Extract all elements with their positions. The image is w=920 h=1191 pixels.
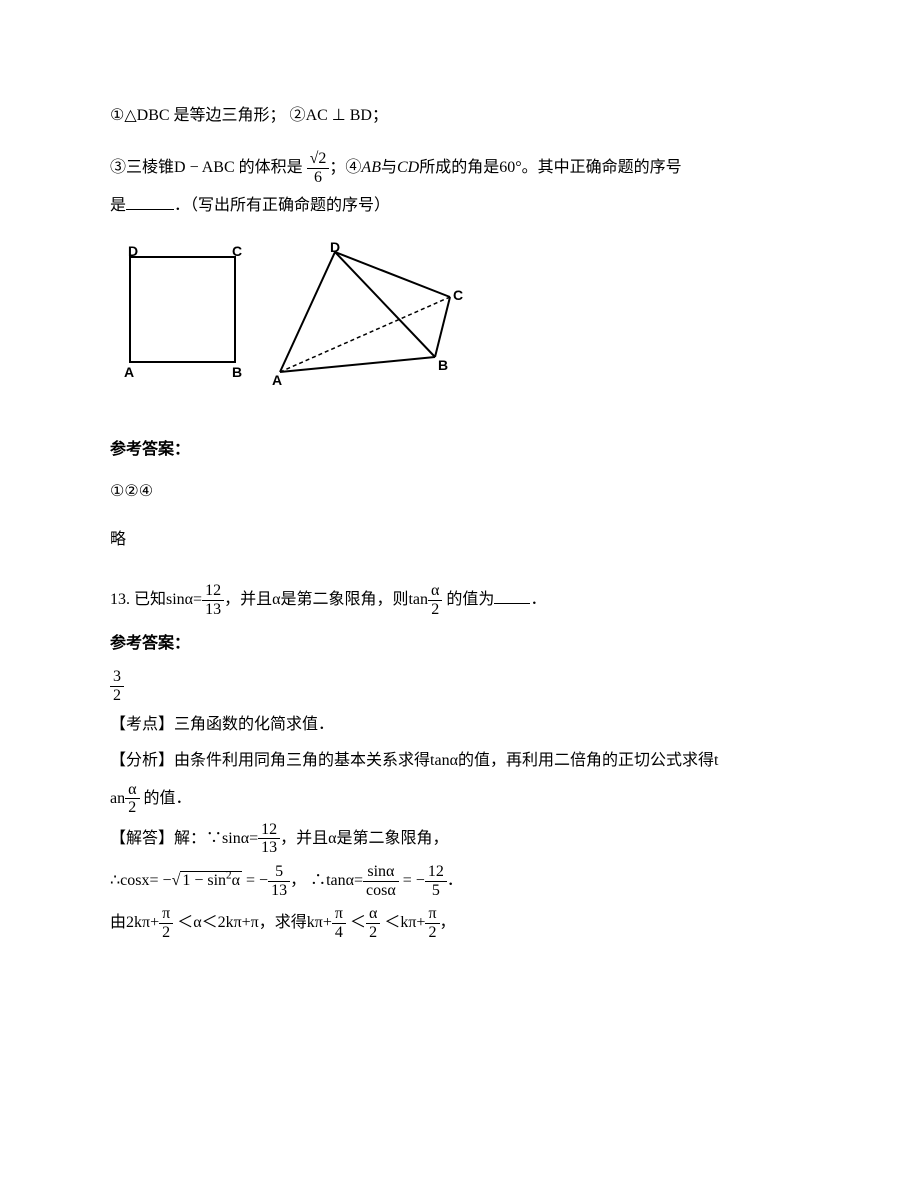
- tetrahedron-figure: A B C D: [272, 242, 463, 388]
- jieda-2: ∴cosx= −√1 − sin2α = −513， ∴tanα=sinαcos…: [110, 863, 810, 899]
- text: 的值为: [442, 591, 494, 608]
- fenxi-2: anα2 的值．: [110, 781, 810, 817]
- text: = −: [242, 872, 268, 889]
- frac-5-13: 513: [268, 863, 290, 899]
- frac-3-2: 32: [110, 668, 124, 704]
- text: = −: [399, 872, 425, 889]
- text: 是等边三角形； ②: [170, 107, 306, 124]
- text: 是: [110, 197, 126, 214]
- q12-lue: 略: [110, 524, 810, 556]
- frac-alpha-2b: α2: [125, 781, 139, 817]
- num: √2: [307, 150, 330, 169]
- text: ．: [447, 872, 463, 889]
- text: 所成的角是60°。其中正确命题的序号: [419, 159, 681, 176]
- text: ＜α＜2kπ+π，求得kπ+: [173, 914, 332, 931]
- frac-pi-2a: π2: [159, 905, 173, 941]
- volume-frac: √26: [307, 150, 330, 186]
- svg-text:B: B: [232, 364, 242, 380]
- blank: [494, 587, 530, 604]
- text: 的值．: [140, 789, 192, 806]
- frac-12-13b: 1213: [258, 821, 280, 857]
- square-figure: D C A B: [124, 243, 242, 380]
- sqrt-expr: √1 − sin2α: [172, 871, 242, 889]
- fenxi-1: 【分析】由条件利用同角三角的基本关系求得tanα的值，再利用二倍角的正切公式求得…: [110, 745, 810, 777]
- blank: [126, 193, 174, 210]
- geometry-figures: D C A B A B C D: [110, 242, 470, 392]
- svg-text:A: A: [124, 364, 134, 380]
- frac-alpha-2: α2: [428, 582, 442, 618]
- text: ①: [110, 107, 124, 124]
- text: 的体积是: [235, 159, 307, 176]
- text: an: [110, 789, 125, 806]
- text: ＜: [346, 914, 366, 931]
- frac-alpha-2c: α2: [366, 905, 380, 941]
- q13-stem: 13. 已知sinα=1213，并且α是第二象限角，则tanα2 的值为 ．: [110, 582, 810, 618]
- text: ；④: [329, 159, 361, 176]
- text: ＜kπ+: [380, 914, 425, 931]
- tri-dbc: △DBC: [124, 107, 169, 124]
- text: ， ∴tanα=: [290, 872, 363, 889]
- ac-perp-bd: AC ⊥ BD: [306, 107, 372, 124]
- frac-12-5: 125: [425, 863, 447, 899]
- kaodian: 【考点】三角函数的化简求值．: [110, 709, 810, 741]
- q12-line2: ③三棱锥D − ABC 的体积是 √26；④AB与CD所成的角是60°。其中正确…: [110, 150, 810, 186]
- text: 13. 已知sinα=: [110, 591, 202, 608]
- text: ．（写出所有正确命题的序号）: [174, 197, 390, 214]
- text: 解：∵sinα=: [174, 830, 258, 847]
- frac-pi-2b: π2: [425, 905, 439, 941]
- svg-text:B: B: [438, 357, 448, 373]
- q12-line3: 是 ．（写出所有正确命题的序号）: [110, 190, 810, 222]
- frac-sin-cos: sinαcosα: [363, 863, 399, 899]
- text: ；: [372, 107, 388, 124]
- text: ，并且α是第二象限角，则tan: [224, 591, 428, 608]
- text: 由条件利用同角三角的基本关系求得tanα的值，再利用二倍角的正切公式求得t: [174, 752, 718, 769]
- svg-text:C: C: [453, 287, 463, 303]
- jieda-3: 由2kπ+π2 ＜α＜2kπ+π，求得kπ+π4 ＜α2 ＜kπ+π2，: [110, 905, 810, 941]
- jieda-1: 【解答】解：∵sinα=1213，并且α是第二象限角，: [110, 821, 810, 857]
- frac-12-13: 1213: [202, 582, 224, 618]
- figure-row: D C A B A B C D: [110, 242, 810, 404]
- frac-pi-4: π4: [332, 905, 346, 941]
- tetrahedron: D − ABC: [174, 159, 235, 176]
- svg-text:A: A: [272, 372, 282, 388]
- text: 三角函数的化简求值．: [174, 716, 334, 733]
- text: ．: [530, 591, 546, 608]
- text: ，: [440, 914, 456, 931]
- text: 由2kπ+: [110, 914, 159, 931]
- q12-answer: ①②④: [110, 476, 810, 508]
- q12-line1: ①△DBC 是等边三角形； ②AC ⊥ BD；: [110, 100, 810, 132]
- text: ，并且α是第二象限角，: [280, 830, 448, 847]
- svg-text:D: D: [128, 243, 138, 259]
- answer-label: 参考答案：: [110, 434, 810, 466]
- label: 【分析】: [110, 752, 174, 769]
- ab: AB: [361, 159, 381, 176]
- label: 【解答】: [110, 830, 174, 847]
- den: 6: [307, 169, 330, 187]
- cd: CD: [397, 159, 419, 176]
- svg-text:C: C: [232, 243, 242, 259]
- text: ∴cosx= −: [110, 872, 172, 889]
- text: 与: [381, 159, 397, 176]
- svg-text:D: D: [330, 242, 340, 255]
- text: ③三棱锥: [110, 159, 174, 176]
- label: 【考点】: [110, 716, 174, 733]
- answer-label-2: 参考答案：: [110, 628, 810, 660]
- q13-answer: 32: [110, 668, 810, 704]
